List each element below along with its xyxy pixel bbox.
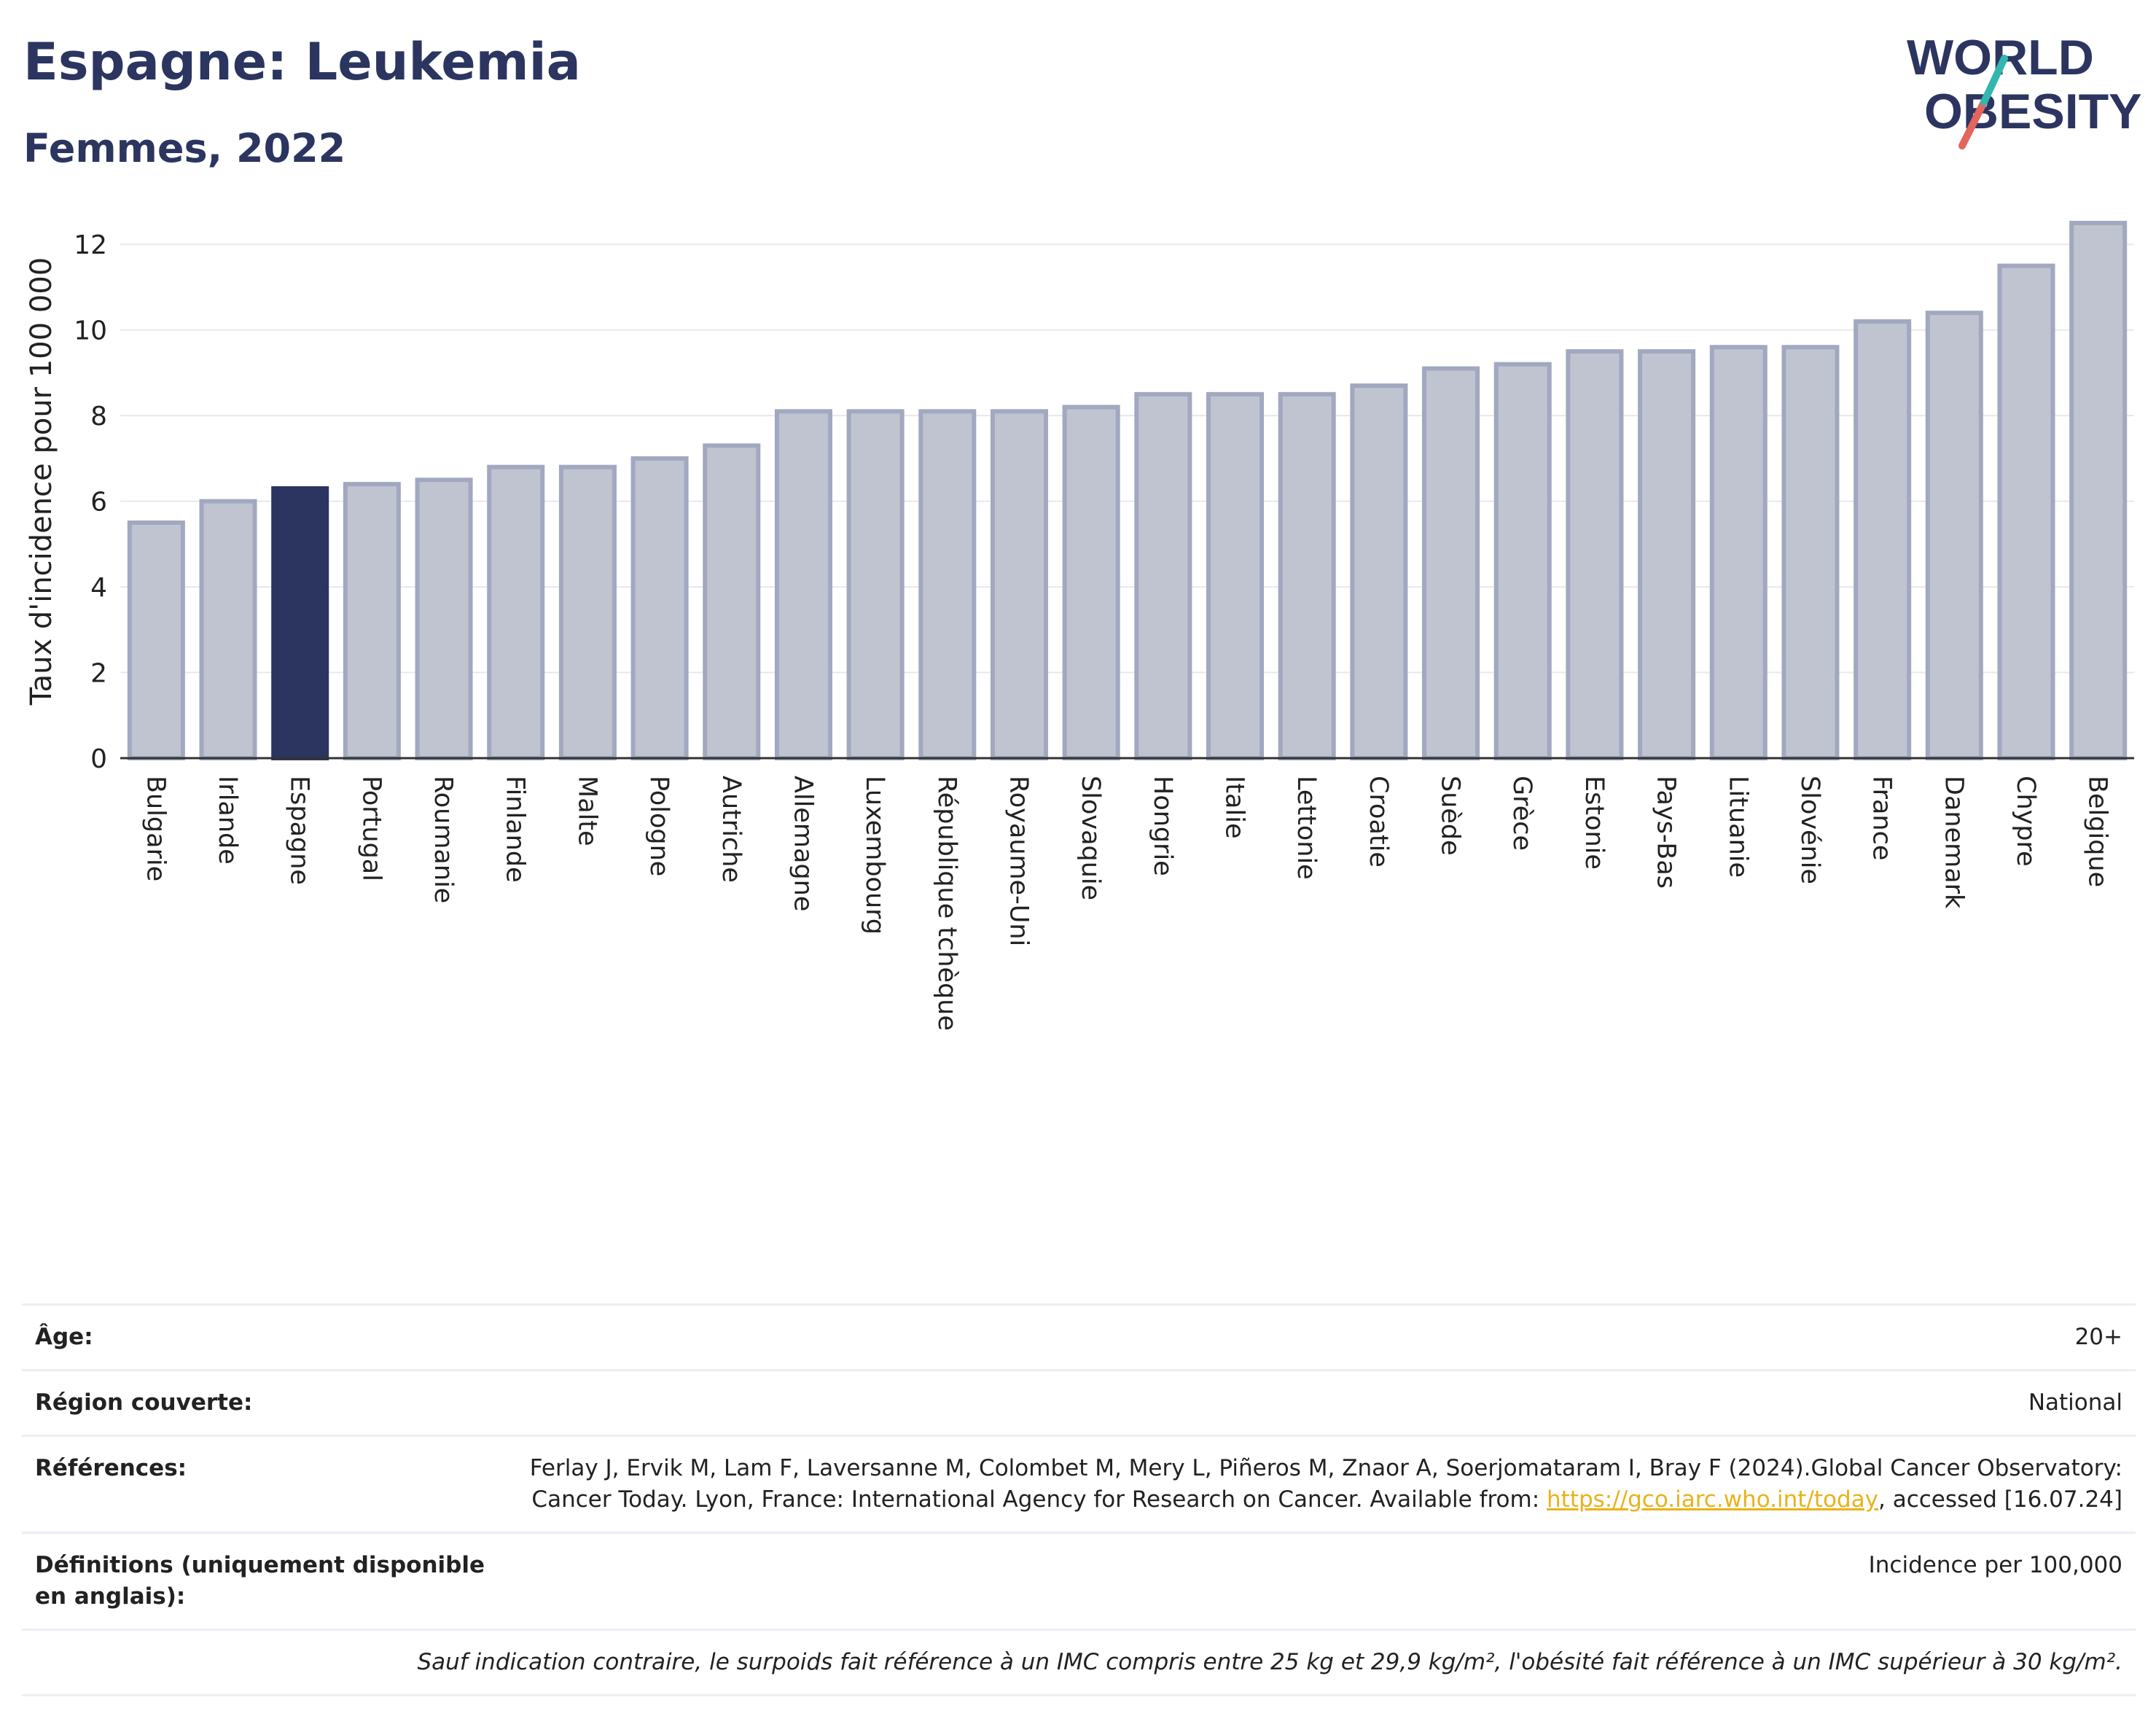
- bar: [990, 409, 1048, 760]
- bar: [1709, 345, 1768, 760]
- bar: [487, 464, 545, 761]
- bar: [1638, 349, 1696, 761]
- info-value-definitions: Incidence per 100,000: [515, 1532, 2136, 1630]
- x-tick-label: Danemark: [1939, 776, 1968, 909]
- x-tick-label: France: [1867, 776, 1897, 860]
- x-tick-label: Lituanie: [1723, 776, 1752, 878]
- references-accessed: , accessed [16.07.24]: [1878, 1486, 2122, 1513]
- info-row-references: Références: Ferlay J, Ervik M, Lam F, La…: [22, 1435, 2136, 1533]
- references-link[interactable]: https://gco.iarc.who.int/today: [1547, 1486, 1878, 1513]
- x-tick-label: Irlande: [213, 776, 242, 865]
- bar: [1566, 349, 1624, 761]
- x-tick-label: Portugal: [356, 776, 386, 881]
- x-tick-label: Slovaquie: [1076, 776, 1105, 900]
- bar: [415, 477, 473, 760]
- bar: [630, 456, 689, 761]
- bar: [1925, 311, 1983, 760]
- info-label-region: Région couverte:: [22, 1369, 515, 1436]
- info-row-age: Âge: 20+: [22, 1303, 2136, 1371]
- x-tick-label: Autriche: [716, 776, 746, 883]
- x-tick-label: Grèce: [1507, 776, 1536, 851]
- x-tick-label: Pologne: [644, 776, 673, 876]
- x-tick-label: Hongrie: [1148, 776, 1177, 876]
- bar: [1062, 405, 1120, 761]
- bar: [774, 409, 832, 760]
- x-tick-label: Finlande: [501, 776, 530, 883]
- world-obesity-logo: WORLD OBESITY: [1907, 30, 2142, 149]
- logo-slash-teal: [1980, 55, 2008, 106]
- y-tick-label: 2: [90, 659, 107, 689]
- x-tick-label: République tchèque: [932, 776, 961, 1031]
- bar: [127, 520, 185, 760]
- x-tick-label: Royaume-Uni: [1004, 776, 1033, 946]
- bar: [1422, 366, 1480, 760]
- bar: [1854, 319, 1912, 760]
- bar: [1278, 391, 1336, 760]
- info-row-region: Région couverte: National: [22, 1369, 2136, 1436]
- x-tick-label: Lettonie: [1292, 776, 1321, 880]
- info-value-references: Ferlay J, Ervik M, Lam F, Laversanne M, …: [515, 1435, 2136, 1533]
- x-tick-label: Croatie: [1364, 776, 1393, 868]
- x-tick-label: Slovénie: [1795, 776, 1824, 884]
- info-value-age: 20+: [515, 1303, 2136, 1371]
- footnote: Sauf indication contraire, le surpoids f…: [22, 1629, 2136, 1696]
- bar: [1781, 345, 1840, 760]
- info-label-definitions: Définitions (uniquement disponible en an…: [22, 1532, 515, 1630]
- y-axis-title: Taux d'incidence pour 100 000: [25, 257, 58, 706]
- y-tick-label: 12: [74, 230, 107, 260]
- chart-title: Espagne: Leukemia: [23, 32, 581, 92]
- logo-line2: OBESITY: [1924, 84, 2142, 139]
- bar: [1134, 391, 1192, 760]
- info-value-region: National: [515, 1369, 2136, 1436]
- bar: [1206, 391, 1265, 760]
- bar: [2069, 220, 2128, 761]
- info-table: Âge: 20+ Région couverte: National Référ…: [22, 1303, 2136, 1696]
- y-tick-label: 4: [90, 573, 107, 603]
- bar: [199, 499, 257, 760]
- x-tick-label: Espagne: [285, 776, 314, 885]
- references-text: Ferlay J, Ervik M, Lam F, Laversanne M, …: [529, 1455, 2122, 1513]
- info-row-note: Sauf indication contraire, le surpoids f…: [22, 1629, 2136, 1696]
- chart-subtitle: Femmes, 2022: [23, 125, 346, 171]
- x-tick-label: Belgique: [2083, 776, 2112, 887]
- y-tick-label: 0: [90, 744, 107, 774]
- bar: [1493, 362, 1552, 760]
- info-label-references: Références:: [22, 1435, 515, 1533]
- x-tick-label: Bulgarie: [141, 776, 170, 881]
- x-tick-label: Luxembourg: [860, 776, 889, 935]
- info-label-age: Âge:: [22, 1303, 515, 1371]
- x-tick-label: Italie: [1220, 776, 1249, 838]
- bar: [271, 486, 329, 760]
- bar: [703, 443, 761, 760]
- bar: [846, 409, 905, 760]
- logo-line1: WORLD: [1907, 30, 2094, 85]
- y-tick-label: 8: [90, 402, 107, 432]
- x-tick-label: Estonie: [1579, 776, 1609, 870]
- x-tick-label: Suède: [1436, 776, 1465, 856]
- x-tick-label: Malte: [572, 776, 601, 846]
- bar-chart: 0 2 4 6 8 10 12 Taux d'incidence pour 100 000 Bu…: [25, 220, 2134, 1031]
- x-tick-label: Pays-Bas: [1652, 776, 1681, 889]
- logo-slash-red: [1958, 98, 1988, 149]
- y-tick-label: 10: [74, 316, 107, 346]
- bar: [1350, 383, 1408, 760]
- y-tick-label: 6: [90, 488, 107, 518]
- bar: [558, 464, 617, 761]
- bar: [1997, 263, 2055, 761]
- info-row-definitions: Définitions (uniquement disponible en an…: [22, 1532, 2136, 1630]
- x-tick-label: Roumanie: [429, 776, 458, 903]
- x-tick-label: Allemagne: [788, 776, 817, 911]
- bar: [343, 482, 401, 761]
- x-tick-label: Chypre: [2011, 776, 2040, 867]
- bar: [918, 409, 977, 760]
